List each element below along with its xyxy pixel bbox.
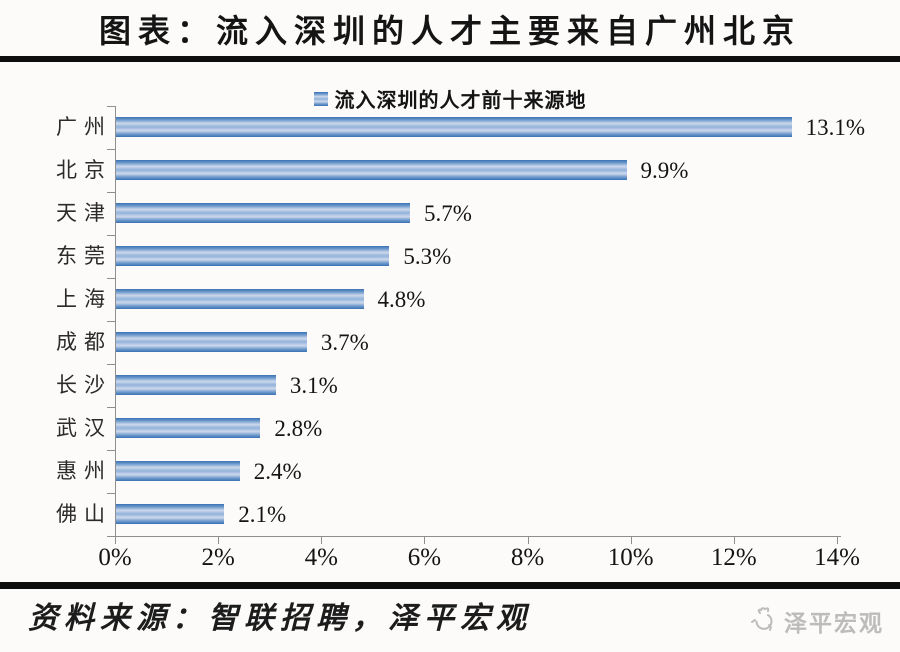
y-axis-tick bbox=[107, 235, 116, 236]
x-axis-tick bbox=[218, 536, 220, 544]
bar-row: 佛山 2.1% bbox=[0, 493, 900, 536]
bar bbox=[116, 504, 225, 524]
category-label: 天津 bbox=[56, 201, 112, 225]
y-axis-tick bbox=[107, 536, 116, 537]
y-axis-tick bbox=[107, 278, 116, 279]
bar bbox=[116, 117, 792, 137]
value-label: 13.1% bbox=[805, 115, 865, 140]
bar-row: 惠州 2.4% bbox=[0, 450, 900, 493]
y-axis-tick bbox=[107, 407, 116, 408]
chart-legend: 流入深圳的人才前十来源地 bbox=[0, 84, 900, 113]
value-label: 2.8% bbox=[274, 416, 323, 441]
y-axis-tick bbox=[107, 106, 116, 107]
category-label: 北京 bbox=[56, 158, 112, 182]
category-label: 武汉 bbox=[56, 416, 112, 440]
x-axis-tick-label: 2% bbox=[201, 544, 235, 571]
bar-row: 上海 4.8% bbox=[0, 278, 900, 321]
x-axis-tick bbox=[837, 536, 838, 544]
source-note: 资料来源：智联招聘，泽平宏观 bbox=[28, 602, 532, 635]
category-label: 长沙 bbox=[56, 373, 112, 397]
y-axis-tick bbox=[107, 149, 116, 150]
bar-row: 广州 13.1% bbox=[0, 106, 900, 149]
bar bbox=[116, 289, 364, 309]
y-axis-tick bbox=[107, 450, 116, 451]
bar-row: 武汉 2.8% bbox=[0, 407, 900, 450]
x-axis-tick bbox=[630, 536, 632, 544]
bar-row: 北京 9.9% bbox=[0, 149, 900, 192]
bar-chart: 广州 13.1% 北京 9.9% 天津 5.7% 东莞 5.3% 上海 4.8% 成都 3.7% 长沙 3… bbox=[0, 106, 900, 580]
category-label: 东莞 bbox=[56, 244, 112, 268]
bar-row: 东莞 5.3% bbox=[0, 235, 900, 278]
bar bbox=[116, 418, 261, 438]
x-axis-tick bbox=[115, 536, 116, 544]
value-label: 5.7% bbox=[423, 201, 472, 226]
value-label: 9.9% bbox=[640, 158, 689, 183]
bar bbox=[116, 332, 307, 352]
x-axis-tick bbox=[733, 536, 735, 544]
category-label: 上海 bbox=[56, 287, 112, 311]
x-axis-tick-label: 0% bbox=[98, 544, 132, 571]
x-axis-tick-label: 12% bbox=[710, 544, 757, 571]
y-axis-tick bbox=[107, 321, 116, 322]
value-label: 5.3% bbox=[403, 244, 452, 269]
value-label: 3.1% bbox=[289, 373, 338, 398]
x-axis-tick-label: 10% bbox=[607, 544, 654, 571]
brand-name: 泽平宏观 bbox=[784, 611, 884, 636]
x-axis-tick-label: 14% bbox=[814, 544, 860, 571]
x-axis-tick bbox=[321, 536, 323, 544]
bar-row: 天津 5.7% bbox=[0, 192, 900, 235]
bar bbox=[116, 246, 390, 266]
bar bbox=[116, 160, 627, 180]
x-axis-tick-label: 8% bbox=[510, 544, 545, 571]
x-axis-tick-label: 6% bbox=[407, 544, 442, 571]
bar bbox=[116, 375, 276, 395]
category-label: 惠州 bbox=[56, 459, 112, 483]
value-label: 3.7% bbox=[320, 330, 369, 355]
x-axis-line bbox=[110, 536, 841, 537]
rooster-icon bbox=[751, 607, 773, 631]
y-axis-tick bbox=[107, 364, 116, 365]
bar-row: 长沙 3.1% bbox=[0, 364, 900, 407]
legend-label: 流入深圳的人才前十来源地 bbox=[334, 90, 587, 112]
brand-logo: 泽平宏观 bbox=[748, 604, 884, 638]
footer-divider bbox=[0, 582, 900, 589]
bar bbox=[116, 461, 240, 481]
category-label: 成都 bbox=[56, 330, 112, 354]
page-title: 图表：流入深圳的人才主要来自广州北京 bbox=[98, 13, 801, 49]
x-axis-tick bbox=[527, 536, 529, 544]
value-label: 4.8% bbox=[377, 287, 426, 312]
value-label: 2.1% bbox=[238, 502, 287, 527]
x-axis-tick bbox=[424, 536, 426, 544]
y-axis-tick bbox=[107, 493, 116, 494]
bar bbox=[116, 203, 410, 223]
legend-swatch-icon bbox=[313, 91, 328, 106]
x-axis-tick-label: 4% bbox=[304, 544, 338, 571]
title-divider bbox=[0, 56, 900, 62]
category-label: 佛山 bbox=[56, 502, 112, 526]
category-label: 广州 bbox=[56, 115, 112, 139]
value-label: 2.4% bbox=[253, 459, 302, 484]
bar-row: 成都 3.7% bbox=[0, 321, 900, 364]
y-axis-tick bbox=[107, 192, 116, 193]
